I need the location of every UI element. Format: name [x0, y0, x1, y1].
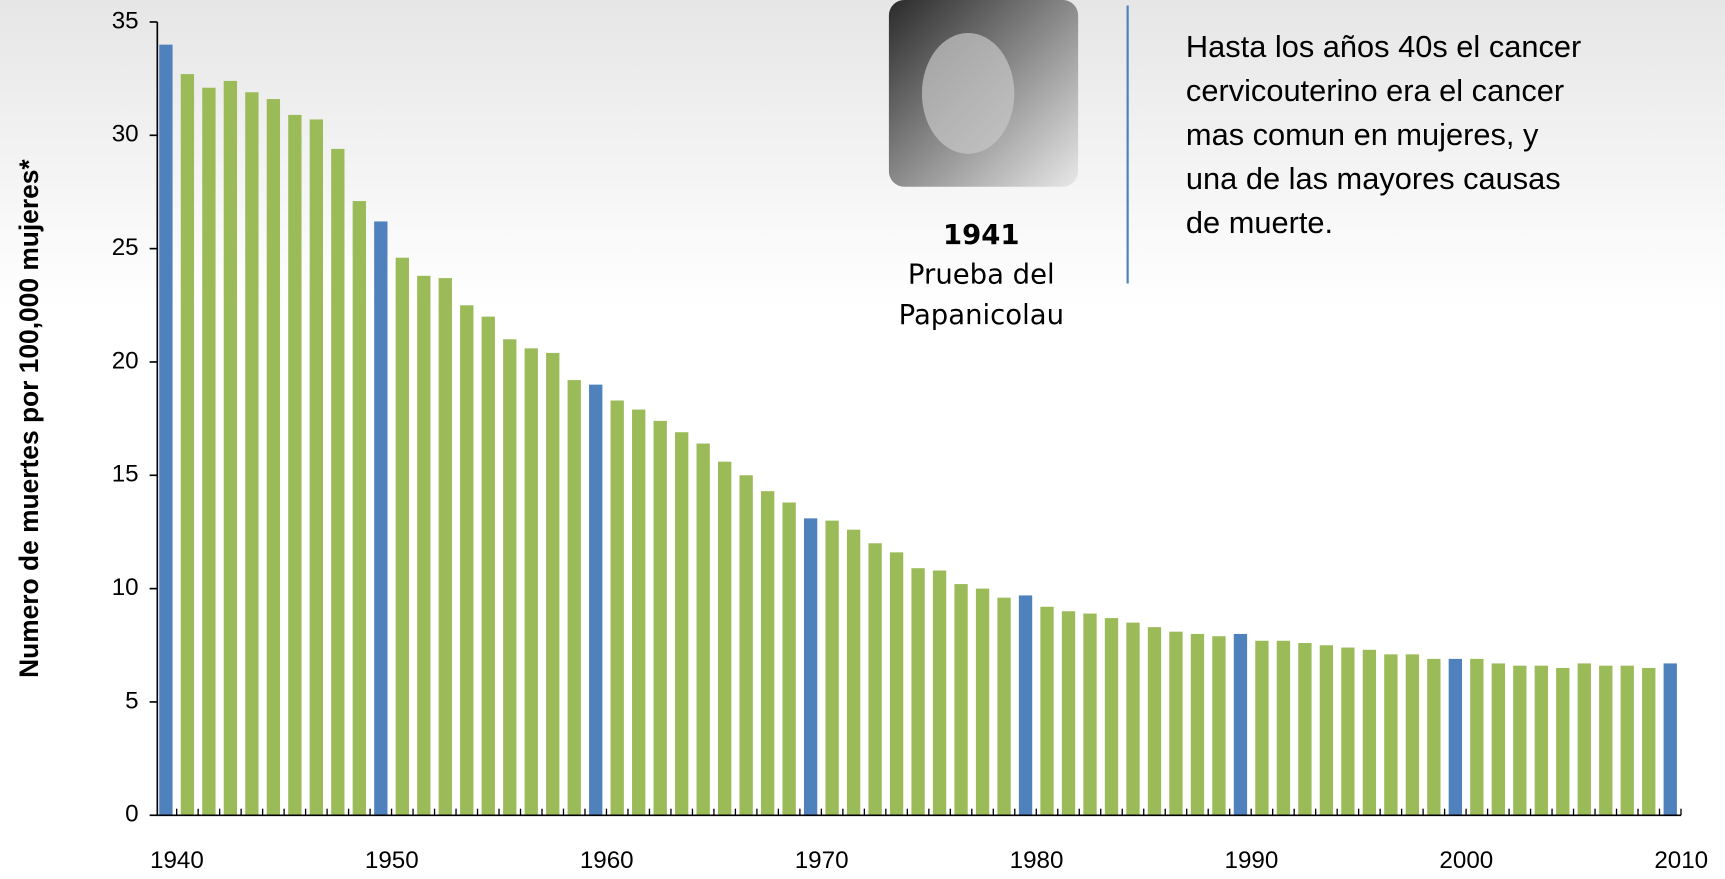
bar: [1255, 641, 1268, 816]
bar: [1363, 650, 1376, 815]
bar: [911, 568, 924, 815]
bar: [632, 410, 645, 816]
bar: [1341, 648, 1354, 816]
bar: [1578, 663, 1591, 815]
bar: [525, 348, 538, 815]
bar: [1406, 654, 1419, 815]
bar: [1492, 663, 1505, 815]
bar: [1556, 668, 1569, 815]
y-tick-label: 10: [112, 574, 139, 601]
bar: [804, 518, 817, 815]
bar: [1664, 663, 1677, 815]
bar: [675, 432, 688, 815]
y-axis-label: Numero de muertes por 100,000 mujeres*: [14, 159, 44, 678]
bar: [417, 276, 430, 815]
y-tick-label: 0: [125, 801, 138, 828]
note-line: Hasta los años 40s el cancer: [1186, 29, 1581, 64]
annotation-year: 1941: [943, 219, 1020, 251]
bar: [1126, 623, 1139, 816]
bar: [1298, 643, 1311, 815]
bar: [396, 258, 409, 816]
x-tick-label: 1970: [795, 847, 849, 874]
bar: [954, 584, 967, 815]
bar: [976, 589, 989, 816]
bar: [310, 119, 323, 815]
note-line: cervicouterino era el cancer: [1186, 73, 1564, 108]
bar: [890, 552, 903, 815]
x-tick-label: 1990: [1225, 847, 1279, 874]
bar: [1169, 632, 1182, 816]
bar: [654, 421, 667, 815]
bar: [224, 81, 237, 815]
bar: [933, 570, 946, 815]
portrait-face: [922, 33, 1014, 154]
x-tick-label: 1980: [1010, 847, 1064, 874]
bar: [202, 88, 215, 816]
bar: [611, 400, 624, 815]
bar: [1083, 614, 1096, 816]
y-tick-label: 35: [112, 7, 139, 34]
bar: [1148, 627, 1161, 815]
bar: [1019, 595, 1032, 815]
bar: [503, 339, 516, 815]
bar: [1621, 666, 1634, 816]
bar: [1449, 659, 1462, 815]
bar: [1384, 654, 1397, 815]
bar: [288, 115, 301, 815]
y-tick-label: 25: [112, 234, 139, 261]
x-tick-label: 1960: [580, 847, 634, 874]
bar: [1062, 611, 1075, 815]
note-line: una de las mayores causas: [1186, 161, 1561, 196]
bar: [761, 491, 774, 815]
chart: 1941 Prueba del Papanicolau Numero de mu…: [0, 0, 1725, 879]
x-tick-label: 1950: [365, 847, 419, 874]
bar: [568, 380, 581, 815]
bar: [331, 149, 344, 815]
bar: [1212, 636, 1225, 815]
bar: [546, 353, 559, 815]
bar: [997, 598, 1010, 816]
bar: [739, 475, 752, 815]
annotation-line: Papanicolau: [899, 299, 1064, 331]
bar: [482, 317, 495, 816]
bar: [460, 305, 473, 815]
bar: [589, 385, 602, 816]
x-tick-label: 2000: [1439, 847, 1493, 874]
bar: [697, 444, 710, 816]
bar: [1642, 668, 1655, 815]
bar: [1535, 666, 1548, 816]
bar: [1040, 607, 1053, 816]
bar: [718, 462, 731, 816]
bar: [1191, 634, 1204, 815]
bar: [1277, 641, 1290, 816]
page: 1941 Prueba del Papanicolau Numero de mu…: [0, 0, 1725, 879]
bar: [1320, 645, 1333, 815]
bar: [868, 543, 881, 815]
bar: [1234, 634, 1247, 815]
x-tick-label: 2010: [1654, 847, 1708, 874]
bar: [1470, 659, 1483, 815]
bar: [782, 502, 795, 815]
y-tick-label: 30: [112, 121, 139, 148]
bar: [847, 530, 860, 816]
note-line: mas comun en mujeres, y: [1186, 117, 1539, 152]
bar: [1513, 666, 1526, 816]
note-line: de muerte.: [1186, 205, 1333, 240]
y-tick-label: 15: [112, 461, 139, 488]
bar: [181, 74, 194, 815]
bar: [245, 92, 258, 815]
bar: [267, 99, 280, 815]
bar: [1599, 666, 1612, 816]
y-tick-label: 20: [112, 347, 139, 374]
bar: [353, 201, 366, 815]
x-tick-label: 1940: [150, 847, 204, 874]
bar: [439, 278, 452, 815]
bar: [159, 45, 172, 816]
annotation-line: Prueba del: [908, 258, 1055, 290]
y-tick-label: 5: [125, 687, 138, 714]
bar: [825, 521, 838, 816]
bar: [374, 221, 387, 815]
bar: [1105, 618, 1118, 815]
bar: [1427, 659, 1440, 815]
